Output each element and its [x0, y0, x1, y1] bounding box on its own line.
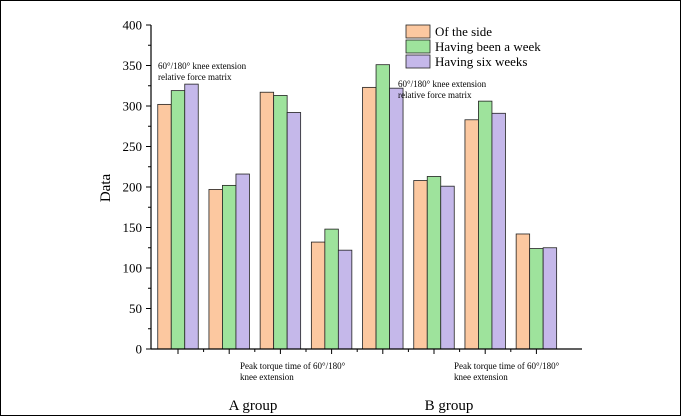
bar — [222, 184, 237, 350]
bar — [310, 241, 326, 350]
bar — [170, 90, 186, 350]
legend-label: Having been a week — [435, 39, 541, 54]
y-tick-label: 150 — [123, 220, 143, 235]
bar — [324, 228, 339, 350]
annotation-text: relative force matrix — [398, 90, 472, 100]
bar — [157, 103, 172, 350]
bar — [389, 87, 404, 350]
y-tick-label: 100 — [123, 261, 143, 276]
bar — [337, 249, 353, 350]
group-label: B group — [425, 398, 474, 414]
y-tick-label: 50 — [129, 301, 142, 316]
legend-label: Of the side — [435, 24, 492, 39]
legend-label: Having six weeks — [435, 54, 527, 69]
bar — [440, 185, 455, 350]
y-tick-label: 350 — [123, 58, 143, 73]
bar — [259, 91, 275, 350]
annotation-text: knee extension — [240, 372, 294, 382]
bar — [529, 248, 544, 350]
legend-swatch — [405, 39, 431, 54]
bar — [515, 233, 531, 350]
bar — [286, 112, 302, 350]
y-tick-label: 300 — [123, 99, 143, 114]
legend-swatch — [405, 54, 431, 69]
group-label: A group — [229, 398, 278, 414]
annotation-text: relative force matrix — [158, 72, 232, 82]
annotation-text: Peak torque time of 60°/180° — [240, 361, 346, 371]
annotation-text: 60°/180° knee extension — [398, 79, 487, 89]
bar — [208, 189, 223, 350]
bar — [273, 95, 288, 350]
bar — [235, 173, 250, 350]
bars-layer — [157, 64, 558, 350]
bar — [375, 64, 390, 350]
annotation-text: Peak torque time of 60°/180° — [454, 361, 560, 371]
bar — [542, 247, 558, 350]
axes-layer: 0 50 100 150 200 250 300 350 400 — [123, 18, 582, 357]
bar — [464, 119, 479, 350]
bar — [362, 86, 377, 350]
y-tick-label: 0 — [136, 342, 143, 357]
bar — [426, 176, 442, 350]
legend-swatch — [405, 24, 431, 39]
bar — [478, 100, 493, 350]
y-axis-label: Data — [98, 174, 114, 203]
group-labels: A group B group — [229, 398, 474, 414]
bar — [491, 112, 506, 350]
bar — [184, 83, 199, 350]
y-tick-label: 200 — [123, 180, 143, 195]
y-tick-label: 250 — [123, 139, 143, 154]
y-tick-label: 400 — [123, 18, 143, 33]
annotation-text: 60°/180° knee extension — [158, 61, 247, 71]
bar — [413, 180, 428, 350]
annotation-text: knee extension — [454, 372, 508, 382]
